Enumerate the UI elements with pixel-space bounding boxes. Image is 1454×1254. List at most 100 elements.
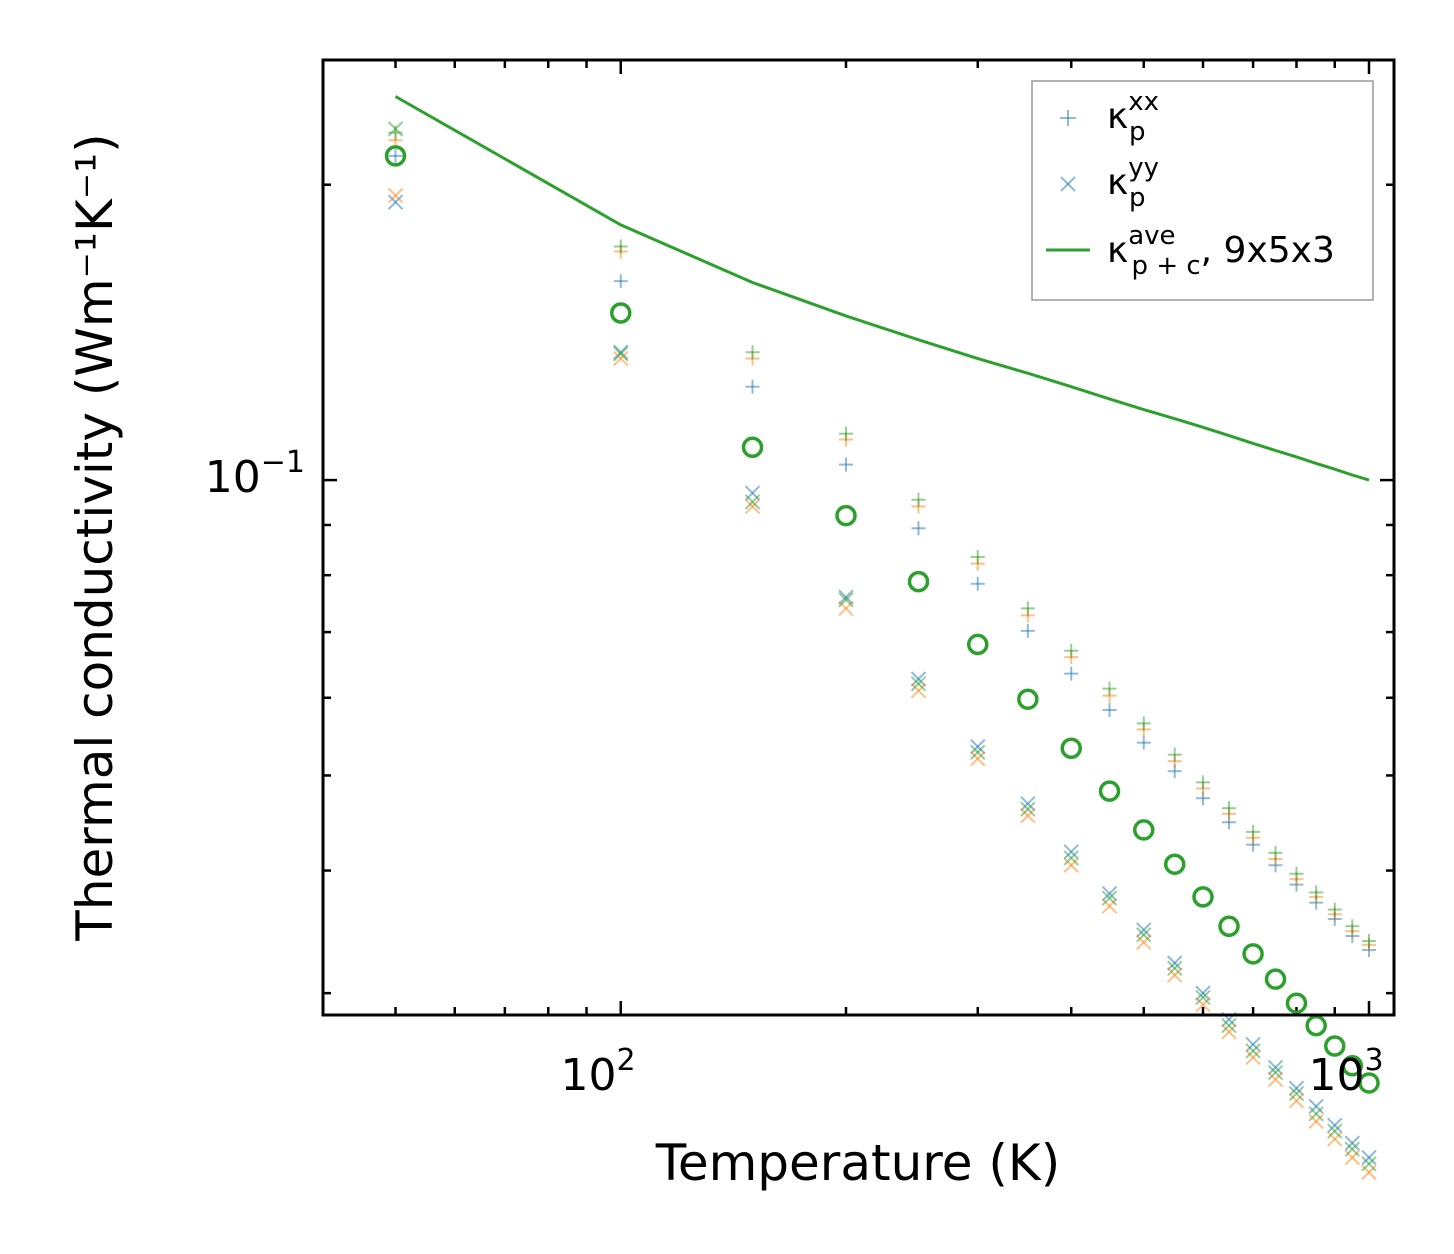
- x-b: [387, 121, 404, 137]
- x-marker: [1327, 1131, 1343, 1147]
- x-marker: [1245, 1036, 1261, 1053]
- legend-label-kyy: κyy p: [1107, 153, 1159, 213]
- x-b: [1063, 844, 1079, 860]
- plus-marker: [970, 549, 985, 564]
- x-marker: [1288, 1080, 1305, 1096]
- x-b: [838, 589, 854, 605]
- plus-marker: [911, 521, 926, 536]
- circle-marker: [835, 504, 857, 527]
- x-b: [1063, 850, 1079, 866]
- plus-marker: [1136, 716, 1151, 731]
- circle-marker: [1017, 688, 1039, 710]
- series-7: [394, 95, 1370, 482]
- x-b: [1361, 1156, 1377, 1172]
- x-b: [613, 346, 629, 362]
- x-marker: [1136, 927, 1152, 943]
- plus-marker: [1361, 934, 1376, 949]
- plus-marker: [1064, 643, 1079, 658]
- x-b: [1245, 1043, 1261, 1059]
- x-marker: [613, 344, 629, 360]
- x-b: [1308, 1106, 1324, 1122]
- x-marker: [970, 744, 986, 760]
- x-b: [1063, 857, 1079, 873]
- series-4: [387, 187, 1377, 1181]
- x-marker: [613, 350, 629, 367]
- plus-marker: [1020, 623, 1035, 638]
- x-b: [1136, 927, 1152, 943]
- x-marker: [1101, 898, 1118, 914]
- x-marker: [838, 592, 854, 608]
- series-6: [384, 145, 1380, 1094]
- x-marker: [387, 121, 404, 137]
- x-marker: [1195, 996, 1211, 1013]
- x-tick-label-100: 102: [560, 1043, 635, 1101]
- x-b: [1327, 1123, 1343, 1139]
- x-b: [1167, 960, 1183, 977]
- circle-marker: [1242, 943, 1264, 965]
- x-b: [910, 671, 927, 687]
- x-marker: [1063, 844, 1079, 860]
- plus-marker: [1309, 885, 1324, 900]
- x-marker: [910, 676, 927, 692]
- plus-marker: [1345, 919, 1360, 934]
- x-marker: [1267, 1059, 1284, 1076]
- x-marker: [1020, 795, 1036, 812]
- series-2: [388, 125, 1376, 949]
- series-5: [387, 121, 1377, 1172]
- x-marker: [1344, 1141, 1361, 1157]
- x-b: [1167, 955, 1183, 971]
- x-b: [1308, 1113, 1324, 1130]
- major-ticks: [323, 60, 1394, 1015]
- x-b: [1020, 801, 1036, 817]
- x-marker: [1245, 1043, 1261, 1059]
- x-marker: [1308, 1113, 1324, 1130]
- x-b: [970, 751, 986, 767]
- x-marker: [1361, 1156, 1377, 1172]
- circle-marker: [741, 436, 764, 459]
- x-b: [387, 194, 404, 210]
- plot-frame: [321, 58, 1396, 1017]
- x-marker: [387, 187, 404, 204]
- legend-box: [1031, 80, 1374, 301]
- plus-marker: [1246, 824, 1261, 839]
- x-marker: [910, 683, 927, 699]
- y-axis-label: Thermal conductivity (Wm⁻¹K⁻¹): [66, 133, 124, 941]
- x-marker: [744, 494, 761, 510]
- x-tick-label-1000: 103: [1308, 1043, 1383, 1101]
- x-b: [1020, 795, 1036, 812]
- x-marker: [1195, 985, 1211, 1001]
- plus-marker: [388, 148, 403, 163]
- circle-marker: [1132, 819, 1155, 841]
- x-b: [1221, 1024, 1237, 1040]
- plus-marker: [745, 345, 760, 360]
- x-axis-label: Temperature (K): [655, 1134, 1060, 1192]
- circle-marker: [1192, 886, 1214, 908]
- x-b: [1288, 1085, 1305, 1102]
- x-b: [1101, 890, 1118, 906]
- plus-marker: [1102, 681, 1117, 696]
- x-marker: [1020, 801, 1036, 817]
- plus-marker: [970, 576, 985, 591]
- x-marker: [1327, 1123, 1343, 1139]
- x-marker: [970, 751, 986, 767]
- plus-marker: [613, 274, 628, 289]
- circle-marker: [967, 633, 989, 656]
- x-b: [1245, 1036, 1261, 1053]
- plus-marker: [745, 379, 760, 394]
- circle-marker: [384, 145, 407, 167]
- circle-marker: [1098, 780, 1121, 802]
- x-b: [1267, 1059, 1284, 1076]
- circle-marker: [1285, 992, 1308, 1014]
- x-marker: [1167, 955, 1183, 971]
- x-b: [613, 344, 629, 360]
- circle-marker: [907, 570, 930, 593]
- legend-marker-plus: [1060, 110, 1076, 126]
- x-marker: [613, 346, 629, 362]
- circle-marker: [1305, 1014, 1327, 1037]
- legend-marker-x: [1060, 176, 1076, 192]
- series-layer: [384, 95, 1380, 1181]
- series-line: [394, 95, 1370, 482]
- x-b: [970, 744, 986, 760]
- x-b: [744, 498, 761, 515]
- x-b: [1288, 1080, 1305, 1096]
